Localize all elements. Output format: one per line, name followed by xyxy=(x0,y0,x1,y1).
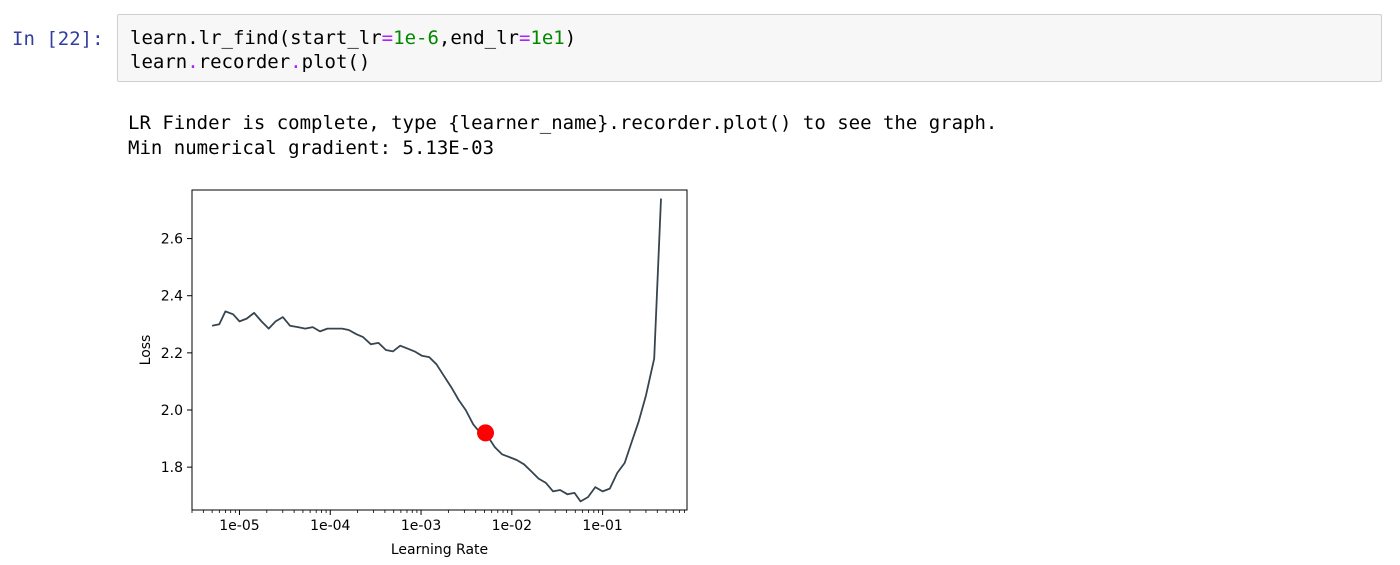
min-gradient-marker xyxy=(477,424,495,442)
x-tick-label: 1e-01 xyxy=(582,518,622,534)
x-tick-label: 1e-04 xyxy=(310,518,350,534)
plot-frame xyxy=(191,189,688,511)
code-token: plot() xyxy=(301,51,371,73)
code-token: = xyxy=(518,27,531,49)
code-token: ,end_lr xyxy=(438,27,519,49)
x-tick-label: 1e-02 xyxy=(492,518,532,534)
x-tick-label: 1e-05 xyxy=(219,518,259,534)
code-token: 1e1 xyxy=(530,27,565,49)
code-token: learn xyxy=(130,51,188,73)
y-tick-label: 2.4 xyxy=(161,289,183,305)
code-line-2: learn.recorder.plot() xyxy=(130,50,1369,74)
code-token: ) xyxy=(564,27,577,49)
lr-finder-chart: 1e-05 1e-04 1e-03 1e-02 1e-01 1.8 2.0 2.2 2.4 2.6… xyxy=(138,189,688,558)
y-tick-label: 2.0 xyxy=(161,403,183,419)
code-token: . xyxy=(187,51,199,73)
code-token: learn.lr_find(start_lr xyxy=(130,27,382,49)
output-line-2: Min numerical gradient: 5.13E-03 xyxy=(128,137,495,159)
loss-curve xyxy=(211,198,662,503)
y-tick-label: 2.2 xyxy=(161,346,183,362)
cell-prompt: In [22]: xyxy=(12,28,104,50)
code-cell-input[interactable]: learn.lr_find(start_lr=1e-6,end_lr=1e1) … xyxy=(117,14,1382,82)
y-tick-label: 2.6 xyxy=(161,232,183,248)
y-tick-label: 1.8 xyxy=(161,460,183,476)
output-line-1: LR Finder is complete, type {learner_nam… xyxy=(128,112,998,134)
code-token: = xyxy=(381,27,394,49)
x-axis-label: Learning Rate xyxy=(391,542,488,558)
code-token: recorder xyxy=(198,51,291,73)
cell-output: LR Finder is complete, type {learner_nam… xyxy=(128,111,997,161)
code-line-1: learn.lr_find(start_lr=1e-6,end_lr=1e1) xyxy=(130,26,1369,50)
code-token: . xyxy=(290,51,302,73)
y-axis-label: Loss xyxy=(138,335,154,366)
code-token: 1e-6 xyxy=(393,27,439,49)
x-tick-label: 1e-03 xyxy=(401,518,441,534)
